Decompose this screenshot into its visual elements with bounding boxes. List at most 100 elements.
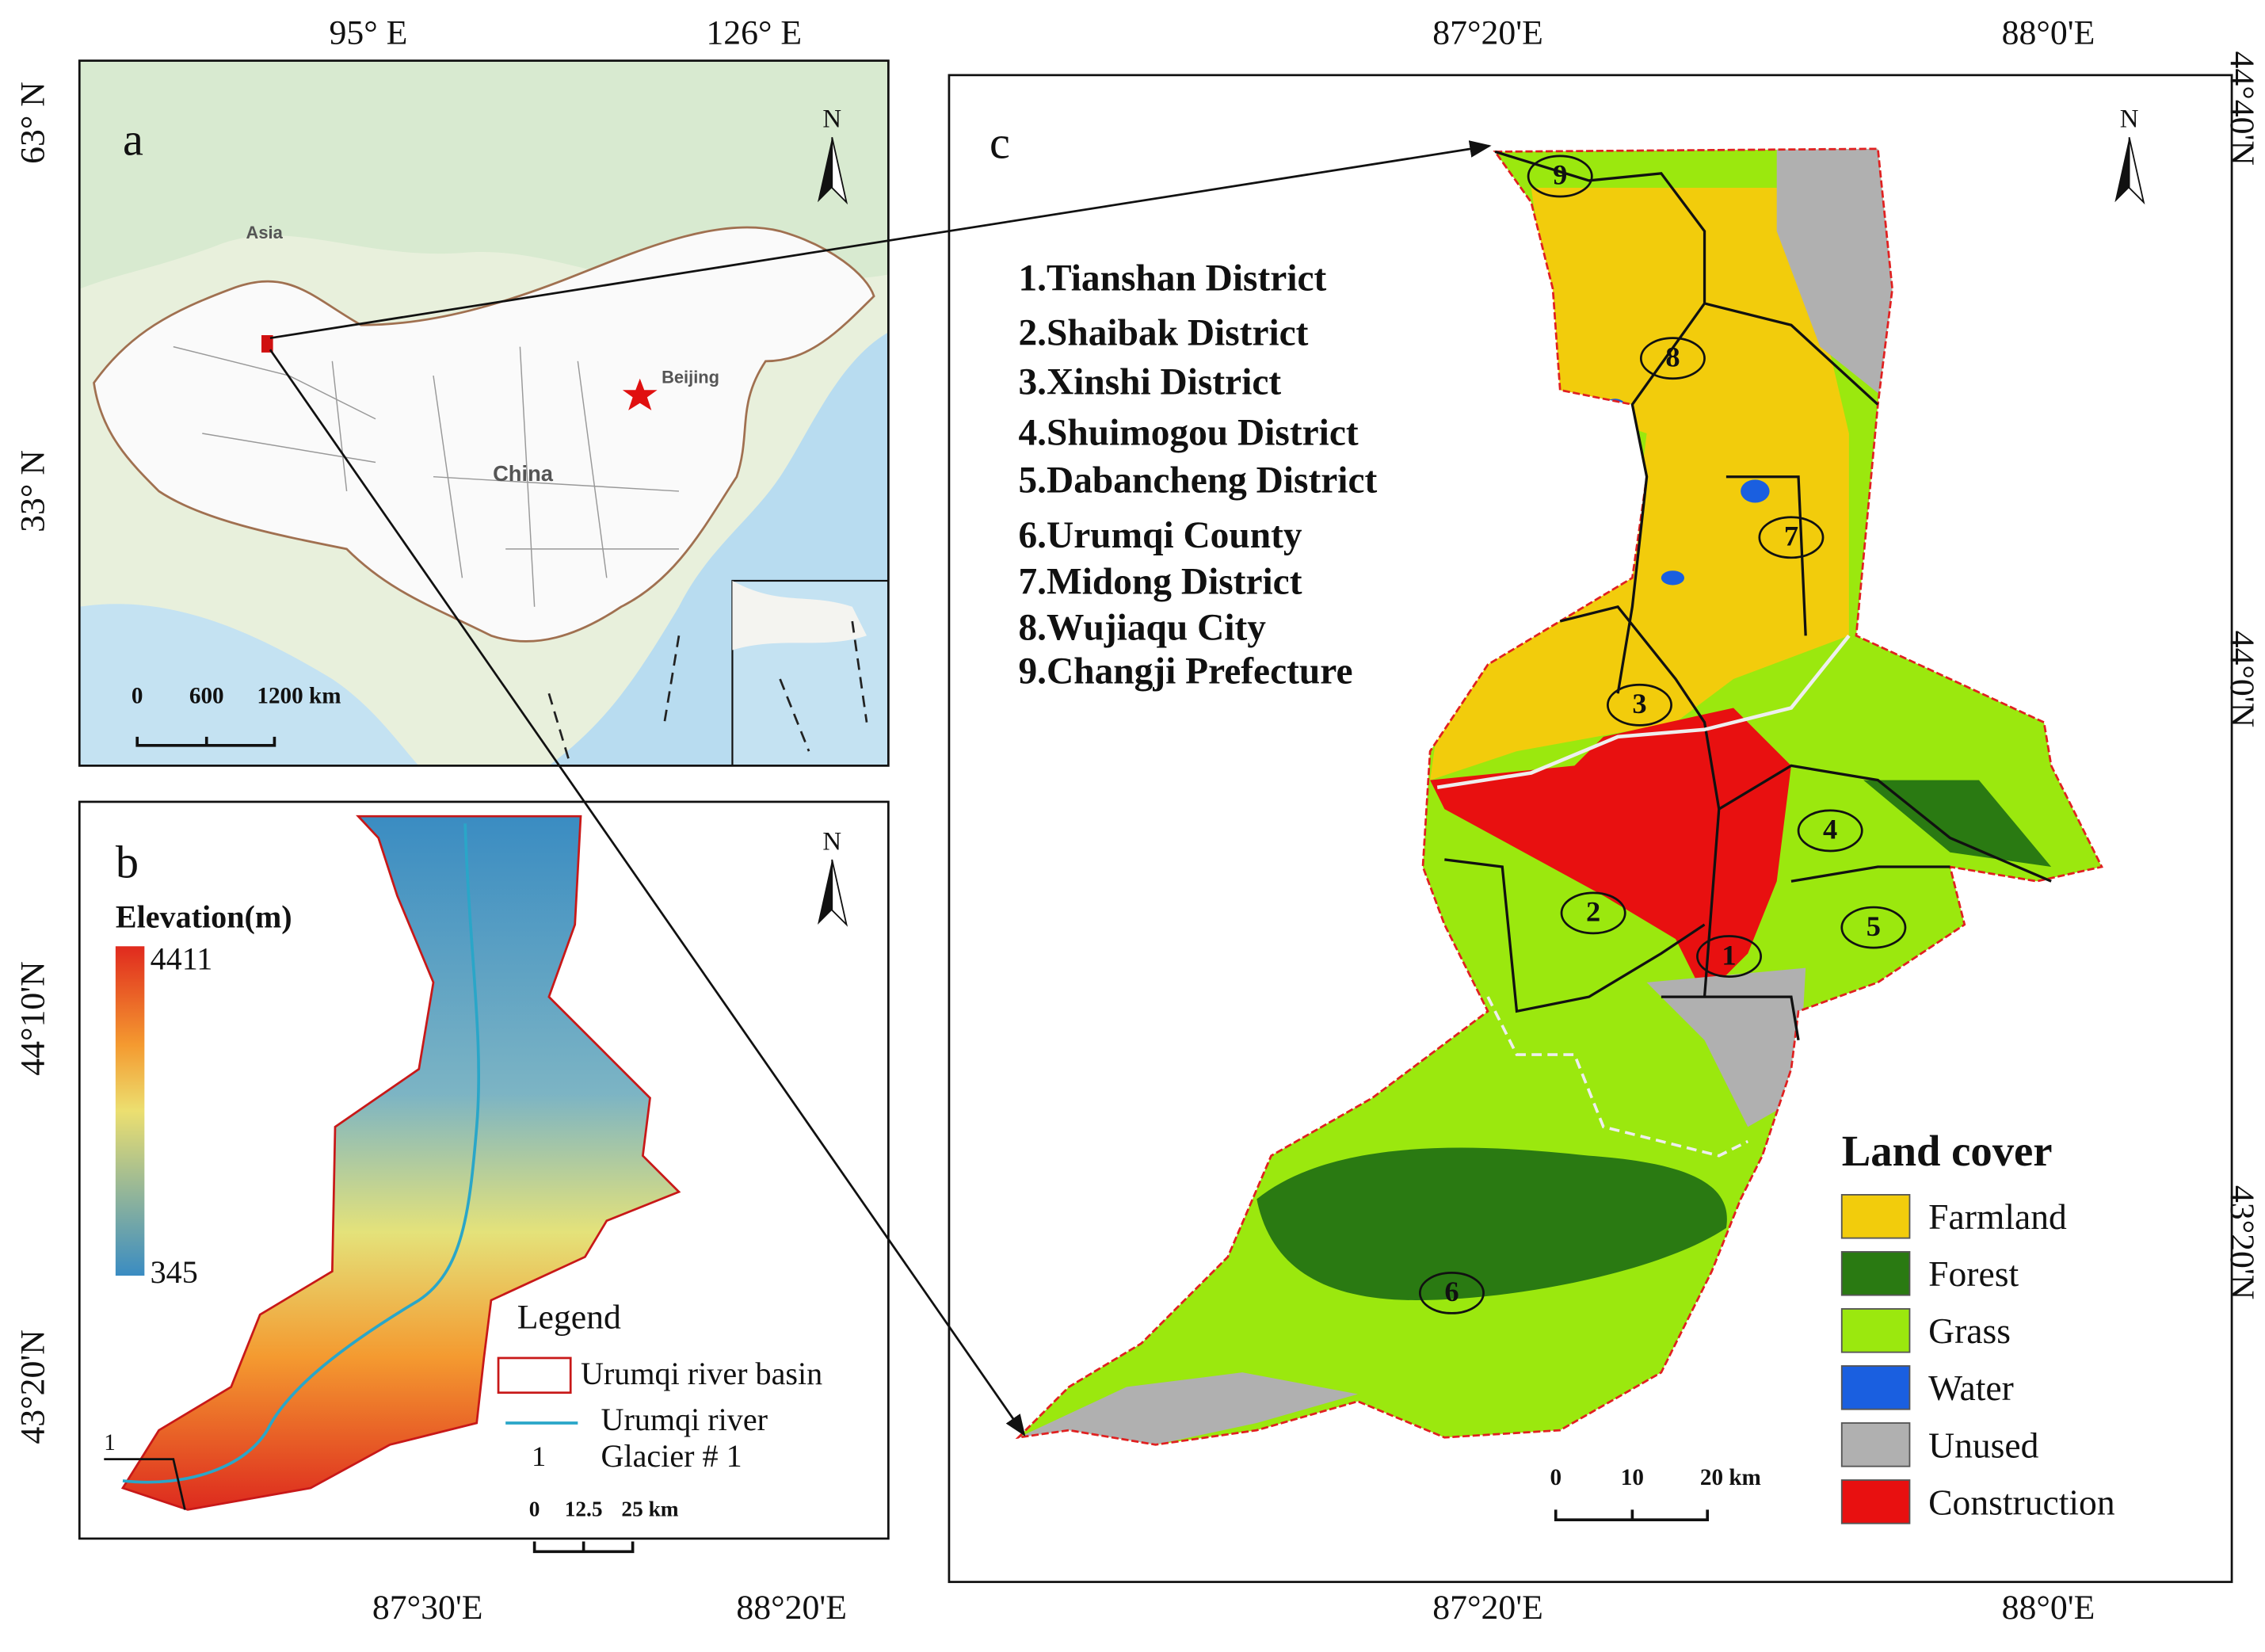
lon-label: 87°30'E <box>372 1589 483 1627</box>
panel-frame <box>948 74 2233 1583</box>
china-outline <box>93 226 875 643</box>
lat-label: 44°0'N <box>2223 631 2261 728</box>
scale-label: 1200 km <box>257 683 341 708</box>
panel-a: a Asia Beijing China 0 600 1200 km N 95°… <box>14 14 890 767</box>
lat-label: 43°20'N <box>14 1330 52 1444</box>
colorbar <box>115 946 145 1276</box>
scale-bar <box>1554 1509 1710 1521</box>
district-number: 4 <box>1823 814 1837 845</box>
district-marker <box>1797 809 1863 853</box>
north-arrow: N <box>818 105 848 205</box>
colorbar-min: 345 <box>151 1254 198 1290</box>
colorbar-max: 4411 <box>151 941 213 977</box>
scale-label: 25 km <box>621 1497 678 1521</box>
district-number: 9 <box>1553 159 1567 191</box>
scale-label: 12.5 <box>565 1497 603 1521</box>
lat-label: 43°20'N <box>2223 1185 2261 1299</box>
lon-label: 87°20'E <box>1432 1589 1543 1627</box>
district-marker <box>1758 516 1825 559</box>
panel-c: c N Land cover 0 10 20 km 87°20'E 88°0'E… <box>948 14 2261 1627</box>
district-name: 8.Wujiaqu City <box>1018 608 1266 649</box>
district-marker <box>1527 155 1593 198</box>
legend-swatch <box>1840 1308 1911 1353</box>
place-label: Asia <box>246 223 284 242</box>
basin-elevation <box>120 815 681 1511</box>
boundary-line <box>1436 634 1851 789</box>
lon-label: 88°20'E <box>736 1589 847 1627</box>
north-arrow: N <box>818 827 848 927</box>
water-area <box>1741 479 1770 503</box>
panel-label: b <box>116 836 139 887</box>
district-number: 8 <box>1665 341 1680 372</box>
north-label: N <box>822 105 841 134</box>
scale-label: 20 km <box>1700 1465 1761 1490</box>
inset-land <box>732 580 867 650</box>
link-arrow <box>269 140 1492 340</box>
legend-label: Unused <box>1928 1425 2038 1465</box>
legend-label: Urumqi river basin <box>581 1356 822 1391</box>
link-arrow <box>269 349 1026 1436</box>
district-borders <box>1444 150 2052 1041</box>
lon-label: 88°0'E <box>2002 1589 2095 1627</box>
lat-label: 44°40'N <box>2223 52 2261 166</box>
panel-b: 1 b Elevation(m) 4411 345 Legend Urumqi … <box>14 800 890 1627</box>
district-marker <box>1696 935 1763 978</box>
district-number: 2 <box>1586 896 1600 928</box>
scale-label: 0 <box>132 683 143 708</box>
scale-bar <box>135 736 276 747</box>
district-name: 7.Midong District <box>1018 561 1302 602</box>
lat-label: 44°10'N <box>14 961 52 1075</box>
lat-label: 33° N <box>14 450 52 532</box>
district-marker <box>1560 891 1626 935</box>
river <box>122 823 481 1484</box>
panel-frame <box>78 59 890 767</box>
panel-label: c <box>990 116 1010 168</box>
unused-area <box>1018 1372 1358 1445</box>
north-label: N <box>2120 105 2139 134</box>
lon-label: 87°20'E <box>1432 14 1543 52</box>
legend-label: Water <box>1928 1368 2014 1408</box>
legend-swatch <box>497 1356 572 1394</box>
legend-title: Legend <box>517 1299 621 1337</box>
legend-label: Grass <box>1928 1311 2011 1351</box>
north-label: N <box>822 827 841 856</box>
district-marker <box>1607 683 1672 727</box>
legend-label: Farmland <box>1928 1196 2067 1237</box>
water-area <box>1661 570 1685 586</box>
beijing-star <box>622 378 658 410</box>
district-marker <box>1840 906 1907 949</box>
study-area <box>261 335 273 353</box>
district-name: 1.Tianshan District <box>1018 258 1326 299</box>
legend-swatch <box>1840 1193 1911 1239</box>
legend-title: Land cover <box>1842 1127 2053 1175</box>
district-name: 4.Shuimogou District <box>1018 413 1358 454</box>
forest-area <box>1256 1147 1727 1301</box>
lon-label: 88°0'E <box>2002 14 2095 52</box>
place-label: China <box>493 461 554 486</box>
district-number: 6 <box>1444 1276 1459 1307</box>
legend-marker: 1 <box>532 1440 546 1472</box>
legend-label: Urumqi river <box>601 1402 768 1437</box>
ocean <box>79 604 419 766</box>
district-number: 5 <box>1867 910 1881 942</box>
glacier-marker: 1 <box>104 1430 116 1456</box>
lon-label: 95° E <box>329 14 407 52</box>
district-number: 7 <box>1784 520 1798 551</box>
district-name: 5.Dabancheng District <box>1018 460 1377 502</box>
panel-frame <box>78 800 890 1540</box>
district-marker <box>1639 337 1706 380</box>
forest-area <box>1863 780 2052 868</box>
scale-label: 600 <box>189 683 224 708</box>
district-name: 6.Urumqi County <box>1018 515 1302 556</box>
lat-label: 63° N <box>14 82 52 164</box>
north-arrow: N <box>2114 105 2145 205</box>
district-name: 9.Changji Prefecture <box>1018 650 1352 692</box>
boundary-dashes <box>547 620 868 766</box>
scale-label: 10 <box>1621 1465 1644 1490</box>
land-north <box>79 60 889 289</box>
place-label: Beijing <box>662 368 719 387</box>
scale-label: 0 <box>529 1497 540 1521</box>
legend-swatch <box>1840 1251 1911 1296</box>
unused-area <box>1646 967 1806 1127</box>
